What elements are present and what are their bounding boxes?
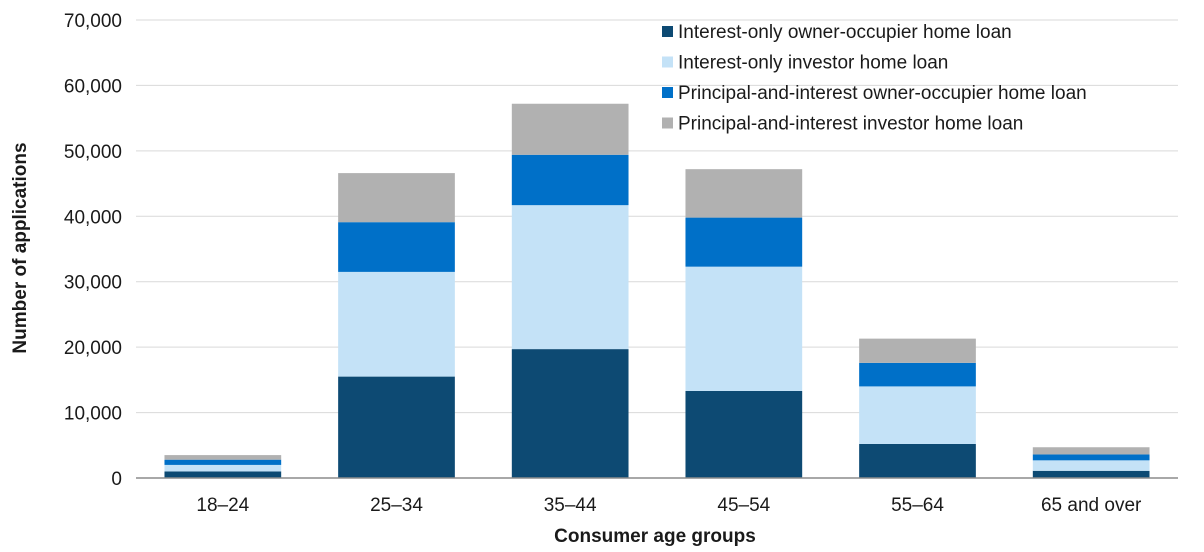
y-tick-label: 0 bbox=[111, 469, 122, 490]
legend-swatch bbox=[662, 117, 673, 129]
legend: Interest-only owner-occupier home loan In… bbox=[662, 22, 1087, 135]
gridlines bbox=[136, 19, 1178, 414]
bar-stack bbox=[511, 103, 629, 478]
bar-segment bbox=[338, 173, 455, 223]
y-tick-label: 30,000 bbox=[64, 273, 122, 294]
y-tick-label: 20,000 bbox=[64, 338, 122, 359]
y-tick-label: 70,000 bbox=[64, 11, 122, 32]
x-axis-title: Consumer age groups bbox=[554, 526, 756, 547]
x-tick-label: 18–24 bbox=[196, 495, 249, 516]
legend-label: Principal-and-interest investor home loa… bbox=[678, 114, 1023, 135]
legend-item: Interest-only investor home loan bbox=[662, 53, 948, 74]
bar-stack bbox=[164, 455, 282, 478]
bar-segment bbox=[338, 222, 455, 272]
bar-segment bbox=[859, 362, 976, 387]
x-tick-label: 35–44 bbox=[544, 495, 597, 516]
bar-segment bbox=[685, 169, 803, 218]
bar-segment bbox=[1032, 460, 1150, 471]
bar-segment bbox=[685, 390, 803, 478]
x-tick-label: 65 and over bbox=[1041, 495, 1142, 516]
bar-segment bbox=[164, 471, 282, 478]
x-tick-label: 25–34 bbox=[370, 495, 423, 516]
bar-segment bbox=[685, 266, 803, 391]
bar-segment bbox=[338, 271, 455, 377]
legend-swatch bbox=[662, 26, 673, 37]
bar-stack bbox=[1032, 447, 1150, 478]
bar-segment bbox=[511, 103, 629, 155]
bar-segment bbox=[164, 455, 282, 460]
y-tick-label: 60,000 bbox=[64, 76, 122, 97]
bar-segment bbox=[338, 376, 455, 478]
y-tick-label: 10,000 bbox=[64, 404, 122, 425]
bar-segment bbox=[859, 386, 976, 444]
bar-segment bbox=[859, 338, 976, 363]
bar-segment bbox=[1032, 447, 1150, 455]
bar-segment bbox=[511, 205, 629, 350]
y-axis-title: Number of applications bbox=[10, 142, 31, 353]
legend-item: Interest-only owner-occupier home loan bbox=[662, 22, 1012, 43]
bar-segment bbox=[164, 459, 282, 465]
bar-segment bbox=[511, 349, 629, 478]
bar-segment bbox=[1032, 470, 1150, 478]
bar-segment bbox=[164, 464, 282, 472]
x-tick-label: 55–64 bbox=[891, 495, 944, 516]
bar-stack bbox=[859, 338, 976, 478]
y-axis-ticks: 0 10,000 20,000 30,000 40,000 50,000 60,000 70,… bbox=[64, 11, 122, 490]
legend-swatch bbox=[662, 87, 673, 98]
x-axis-ticks: 18–24 25–34 35–44 45–54 55–64 65 and over bbox=[196, 495, 1142, 516]
bar-segment bbox=[685, 217, 803, 267]
legend-item: Principal-and-interest investor home loa… bbox=[662, 114, 1023, 135]
bar-segment bbox=[1032, 454, 1150, 461]
bar-stacks bbox=[164, 103, 1150, 478]
legend-label: Principal-and-interest owner-occupier ho… bbox=[678, 83, 1087, 104]
bar-segment bbox=[511, 154, 629, 206]
bar-stack bbox=[685, 169, 803, 478]
bar-stack bbox=[338, 173, 455, 478]
legend-label: Interest-only owner-occupier home loan bbox=[678, 22, 1012, 43]
y-tick-label: 50,000 bbox=[64, 142, 122, 163]
legend-label: Interest-only investor home loan bbox=[678, 53, 948, 74]
legend-item: Principal-and-interest owner-occupier ho… bbox=[662, 83, 1087, 104]
y-tick-label: 40,000 bbox=[64, 207, 122, 228]
x-tick-label: 45–54 bbox=[717, 495, 770, 516]
legend-swatch bbox=[662, 56, 673, 68]
bar-segment bbox=[859, 443, 976, 478]
